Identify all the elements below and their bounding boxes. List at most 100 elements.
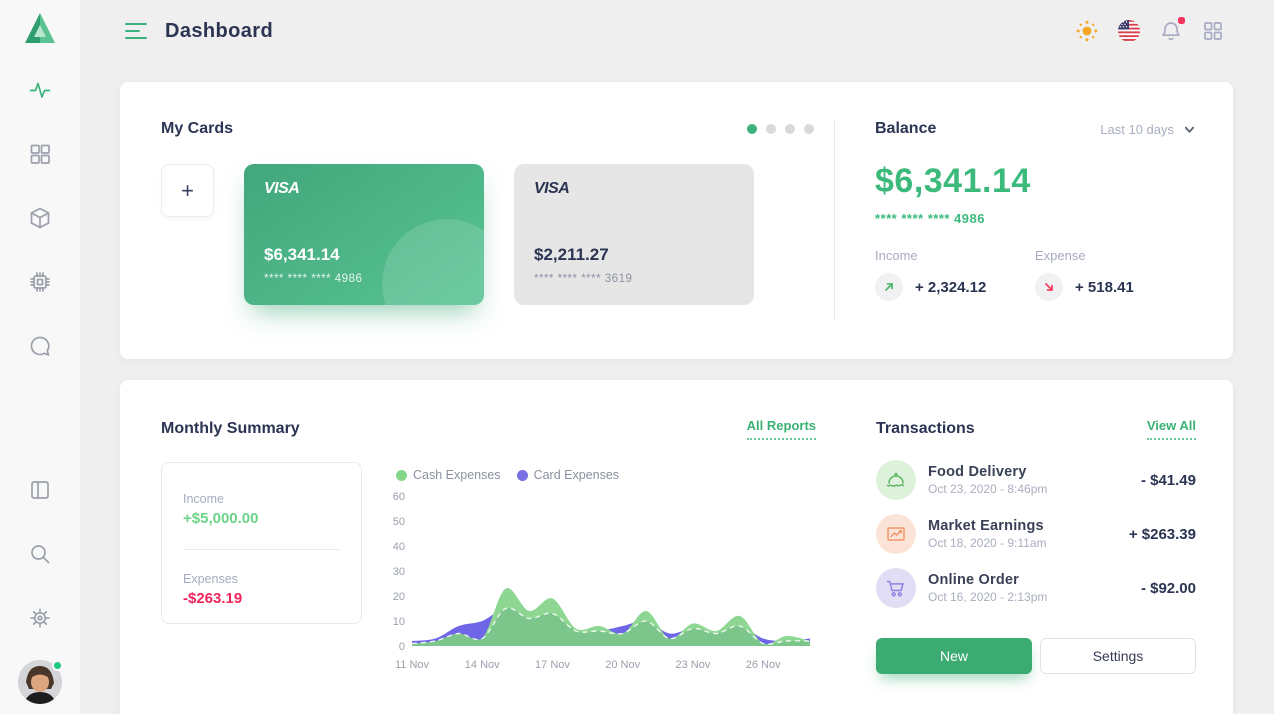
svg-text:17 Nov: 17 Nov bbox=[535, 659, 570, 671]
cards-carousel-dots bbox=[747, 124, 814, 134]
svg-text:20 Nov: 20 Nov bbox=[605, 659, 640, 671]
sidebar-nav-secondary bbox=[28, 478, 52, 630]
transaction-row[interactable]: Food Delivery Oct 23, 2020 - 8:46pm - $4… bbox=[876, 460, 1196, 500]
gear-icon[interactable] bbox=[28, 606, 52, 630]
topbar: Dashboard bbox=[80, 0, 1274, 62]
chart-legend: Cash Expenses Card Expenses bbox=[396, 468, 816, 482]
carousel-dot[interactable] bbox=[766, 124, 776, 134]
package-cube-icon[interactable] bbox=[28, 206, 52, 230]
transaction-row[interactable]: Online Order Oct 16, 2020 - 2:13pm - $92… bbox=[876, 568, 1196, 608]
svg-text:20: 20 bbox=[393, 591, 405, 603]
income-label: Income bbox=[875, 248, 918, 263]
visa-logo: VISA bbox=[264, 180, 300, 197]
transaction-amount: - $41.49 bbox=[1140, 471, 1196, 489]
theme-sun-icon[interactable] bbox=[1075, 19, 1099, 43]
income-arrow-icon bbox=[875, 273, 903, 301]
svg-text:14 Nov: 14 Nov bbox=[465, 659, 500, 671]
expense-label: Expense bbox=[1035, 248, 1086, 263]
my-cards-title: My Cards bbox=[161, 120, 234, 137]
app-logo-icon bbox=[24, 12, 56, 44]
transaction-row[interactable]: Market Earnings Oct 18, 2020 - 9:11am + … bbox=[876, 514, 1196, 554]
carousel-dot[interactable] bbox=[804, 124, 814, 134]
language-us-flag-icon[interactable] bbox=[1117, 19, 1141, 43]
carousel-dot[interactable] bbox=[785, 124, 795, 134]
expense-value: + 518.41 bbox=[1075, 278, 1134, 296]
new-button[interactable]: New bbox=[876, 638, 1032, 674]
svg-text:30: 30 bbox=[393, 566, 405, 578]
chat-bubble-icon[interactable] bbox=[28, 334, 52, 358]
period-dropdown-value: Last 10 days bbox=[1100, 121, 1174, 137]
card-balance: $2,211.27 bbox=[534, 245, 609, 264]
income-summary: Income + 2,324.12 bbox=[875, 248, 1035, 301]
card-number: **** **** **** 3619 bbox=[534, 273, 633, 285]
view-all-link[interactable]: View All bbox=[1146, 418, 1196, 440]
monthly-summary-section: Monthly Summary All Reports Income +$5,0… bbox=[120, 380, 836, 714]
sidebar bbox=[0, 0, 80, 714]
summary-expenses-label: Expenses bbox=[183, 572, 238, 586]
expense-summary: Expense + 518.41 bbox=[1035, 248, 1195, 301]
svg-text:40: 40 bbox=[393, 541, 405, 553]
cash-legend-dot bbox=[396, 469, 407, 481]
transactions-section: Transactions View All Food Delivery Oct … bbox=[836, 380, 1234, 714]
apps-grid-icon[interactable] bbox=[1201, 19, 1225, 43]
balance-section: Balance Last 10 days $6,341.14 **** ****… bbox=[835, 82, 1233, 359]
notification-badge-dot bbox=[1178, 17, 1185, 24]
add-card-button[interactable]: + bbox=[161, 164, 214, 217]
legend-card-expenses: Card Expenses bbox=[516, 468, 619, 482]
balance-amount: $6,341.14 bbox=[875, 162, 1031, 200]
visa-logo: VISA bbox=[534, 180, 570, 197]
svg-text:11 Nov: 11 Nov bbox=[395, 659, 430, 671]
transaction-amount: + $263.39 bbox=[1128, 525, 1196, 543]
svg-text:23 Nov: 23 Nov bbox=[676, 659, 711, 671]
transactions-title: Transactions bbox=[876, 420, 975, 437]
cpu-chip-icon[interactable] bbox=[28, 270, 52, 294]
svg-text:26 Nov: 26 Nov bbox=[746, 659, 781, 671]
summary-income-label: Income bbox=[183, 492, 224, 506]
income-expense-box: Income +$5,000.00 Expenses -$263.19 bbox=[161, 462, 362, 624]
settings-button[interactable]: Settings bbox=[1040, 638, 1196, 674]
shopping-cart-icon bbox=[876, 568, 916, 608]
dashboard-grid-icon[interactable] bbox=[28, 142, 52, 166]
user-avatar[interactable] bbox=[18, 660, 63, 704]
period-dropdown[interactable]: Last 10 days bbox=[1100, 122, 1195, 137]
activity-icon[interactable] bbox=[28, 78, 52, 102]
summary-transactions-panel: Monthly Summary All Reports Income +$5,0… bbox=[120, 380, 1233, 714]
legend-cash-expenses: Cash Expenses bbox=[396, 468, 501, 482]
credit-card-primary[interactable]: VISA $6,341.14 **** **** **** 4986 bbox=[244, 164, 484, 305]
transactions-list: Food Delivery Oct 23, 2020 - 8:46pm - $4… bbox=[876, 460, 1196, 608]
summary-expenses-value: -$263.19 bbox=[183, 590, 243, 607]
card-number: **** **** **** 4986 bbox=[264, 273, 363, 285]
summary-income-value: +$5,000.00 bbox=[183, 510, 259, 527]
vertical-divider bbox=[834, 120, 835, 321]
balance-title: Balance bbox=[875, 120, 937, 137]
page-title: Dashboard bbox=[165, 19, 274, 42]
menu-hamburger-icon[interactable] bbox=[125, 22, 147, 40]
svg-text:60: 60 bbox=[393, 491, 405, 503]
notifications-bell-icon[interactable] bbox=[1159, 17, 1185, 43]
sidebar-nav-primary bbox=[28, 78, 52, 358]
market-earnings-icon bbox=[876, 514, 916, 554]
layout-panel-icon[interactable] bbox=[28, 478, 52, 502]
area-chart[interactable]: 0 10 20 30 40 50 60 11 Nov 14 Nov 17 Nov 20 Nov 23 … bbox=[382, 486, 816, 676]
monthly-summary-title: Monthly Summary bbox=[161, 420, 300, 437]
online-status-dot bbox=[52, 660, 63, 671]
svg-text:0: 0 bbox=[399, 641, 405, 653]
expenses-chart: Cash Expenses Card Expenses 0 10 20 30 40 50 6… bbox=[382, 462, 816, 676]
all-reports-link[interactable]: All Reports bbox=[746, 418, 816, 440]
carousel-dot[interactable] bbox=[747, 124, 757, 134]
balance-card-number: **** **** **** 4986 bbox=[875, 211, 985, 226]
my-cards-section: My Cards + VISA $6,341.14 **** **** ****… bbox=[120, 82, 834, 359]
card-balance: $6,341.14 bbox=[264, 245, 340, 264]
expense-arrow-icon bbox=[1035, 273, 1063, 301]
divider bbox=[183, 549, 340, 550]
main-area: Dashboard bbox=[80, 0, 1274, 714]
search-icon[interactable] bbox=[28, 542, 52, 566]
income-value: + 2,324.12 bbox=[915, 278, 987, 296]
transaction-amount: - $92.00 bbox=[1140, 579, 1196, 597]
svg-text:10: 10 bbox=[393, 616, 405, 628]
card-legend-dot bbox=[516, 469, 528, 481]
credit-card-secondary[interactable]: VISA $2,211.27 **** **** **** 3619 bbox=[514, 164, 754, 305]
food-delivery-icon bbox=[876, 460, 916, 500]
svg-text:50: 50 bbox=[393, 516, 405, 528]
chevron-down-icon bbox=[1184, 126, 1195, 133]
